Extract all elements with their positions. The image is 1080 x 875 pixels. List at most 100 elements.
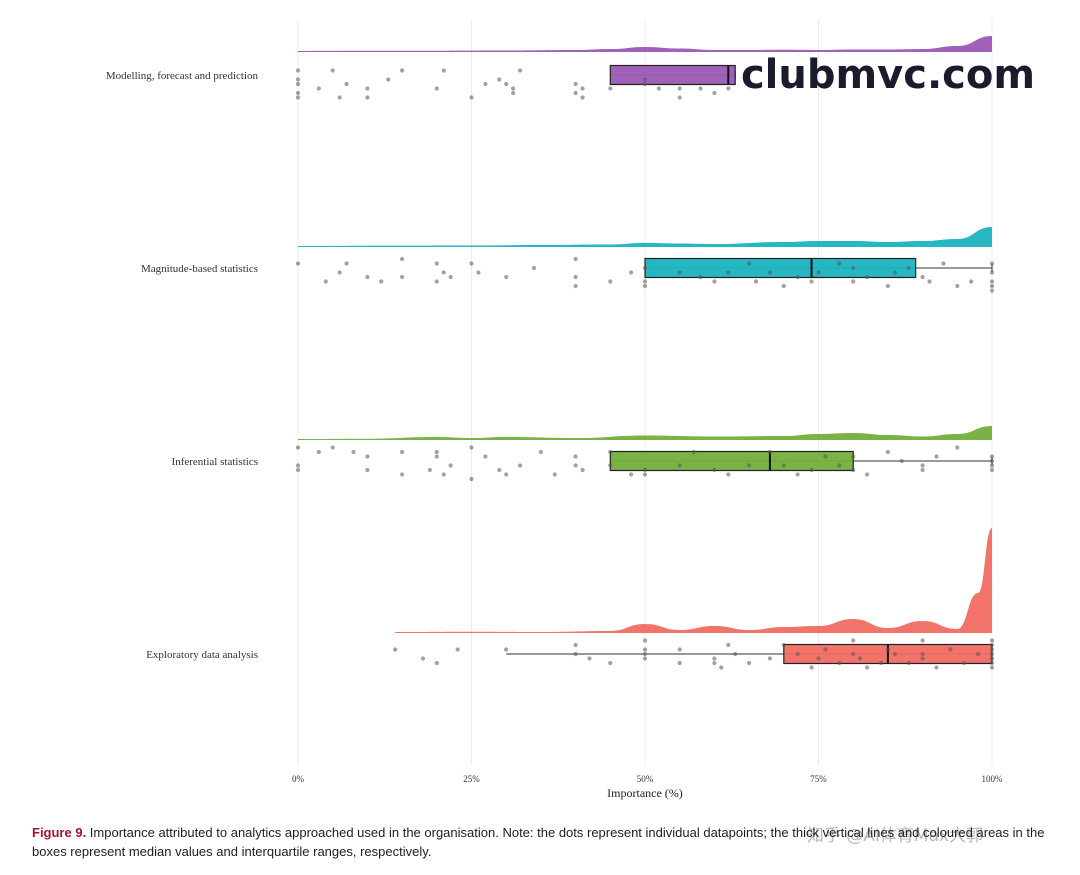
x-tick-label: 50% <box>637 774 654 784</box>
iqr-box <box>644 257 917 279</box>
x-tick-label: 75% <box>810 774 827 784</box>
data-point <box>934 665 939 670</box>
data-point <box>747 261 752 266</box>
data-point <box>955 283 960 289</box>
data-point <box>989 463 995 468</box>
density-area <box>298 227 992 247</box>
data-point <box>989 270 995 275</box>
data-point <box>608 86 613 91</box>
data-point <box>642 656 648 661</box>
data-point <box>344 261 349 266</box>
data-point <box>858 656 863 661</box>
data-point <box>767 656 773 661</box>
data-point <box>455 647 460 652</box>
data-point <box>511 86 516 91</box>
data-point <box>989 261 995 266</box>
data-point <box>677 270 682 275</box>
data-point <box>864 665 870 670</box>
data-point <box>573 651 578 657</box>
figure-caption-text: Importance attributed to analytics appro… <box>32 825 1045 859</box>
data-point <box>851 454 856 459</box>
x-tick-label: 25% <box>463 774 480 784</box>
data-point <box>642 638 648 643</box>
data-point <box>629 472 634 477</box>
data-point <box>747 463 752 468</box>
data-point <box>504 472 509 477</box>
data-point <box>864 274 870 280</box>
data-point <box>837 660 842 666</box>
data-point <box>580 467 585 473</box>
data-point <box>316 449 321 455</box>
data-point <box>816 270 821 275</box>
data-point <box>573 90 578 96</box>
data-point <box>497 467 502 473</box>
x-tick-label: 100% <box>982 774 1004 784</box>
figure-label: Figure 9. <box>32 825 87 840</box>
data-point <box>629 270 634 275</box>
data-point <box>976 651 981 657</box>
data-point <box>712 656 717 661</box>
data-point <box>295 90 301 96</box>
data-point <box>677 660 682 666</box>
data-point <box>989 642 995 648</box>
data-point <box>726 642 731 648</box>
data-point <box>726 270 731 275</box>
data-point <box>989 651 995 657</box>
series-group: Inferential statistics <box>172 426 995 482</box>
data-point <box>344 81 349 87</box>
data-point <box>400 256 405 262</box>
series-group: Exploratory data analysis <box>146 528 995 670</box>
data-point <box>434 660 439 666</box>
data-point <box>642 81 648 87</box>
data-point <box>795 274 800 280</box>
watermark-site: clubmvc.com <box>741 52 1035 98</box>
data-point <box>295 81 301 87</box>
data-point <box>483 81 488 87</box>
data-point <box>920 656 925 661</box>
data-point <box>941 261 946 266</box>
data-point <box>441 472 446 477</box>
data-point <box>955 445 960 450</box>
iqr-box <box>609 450 854 472</box>
data-point <box>434 449 439 455</box>
data-point <box>989 656 995 661</box>
data-point <box>753 279 759 284</box>
data-point <box>851 279 856 284</box>
data-point <box>434 454 439 459</box>
data-point <box>823 647 828 652</box>
data-point <box>573 81 578 87</box>
data-point <box>469 445 474 450</box>
data-point <box>517 463 523 468</box>
data-point <box>851 651 856 657</box>
data-point <box>989 458 995 464</box>
data-point <box>823 454 828 459</box>
data-point <box>851 265 856 271</box>
data-point <box>504 81 509 87</box>
data-point <box>864 472 870 477</box>
series-layer: Modelling, forecast and prediction Magnit… <box>106 36 995 670</box>
data-point <box>642 651 648 657</box>
data-point <box>698 274 703 280</box>
data-point <box>295 77 301 82</box>
data-point <box>295 261 301 266</box>
data-point <box>899 458 904 464</box>
data-point <box>351 449 356 455</box>
data-point <box>677 647 682 652</box>
data-point <box>837 261 842 266</box>
data-point <box>885 647 891 652</box>
data-point <box>698 86 703 91</box>
data-point <box>906 265 911 271</box>
data-point <box>365 86 370 91</box>
data-point <box>379 279 384 284</box>
data-point <box>427 467 432 473</box>
density-area <box>298 426 992 440</box>
data-point <box>295 445 301 450</box>
data-point <box>989 283 995 289</box>
series-group: Modelling, forecast and prediction <box>106 36 992 100</box>
data-point <box>483 454 488 459</box>
data-point <box>677 86 682 91</box>
data-point <box>712 660 717 666</box>
data-point <box>892 651 897 657</box>
data-point <box>434 261 439 266</box>
